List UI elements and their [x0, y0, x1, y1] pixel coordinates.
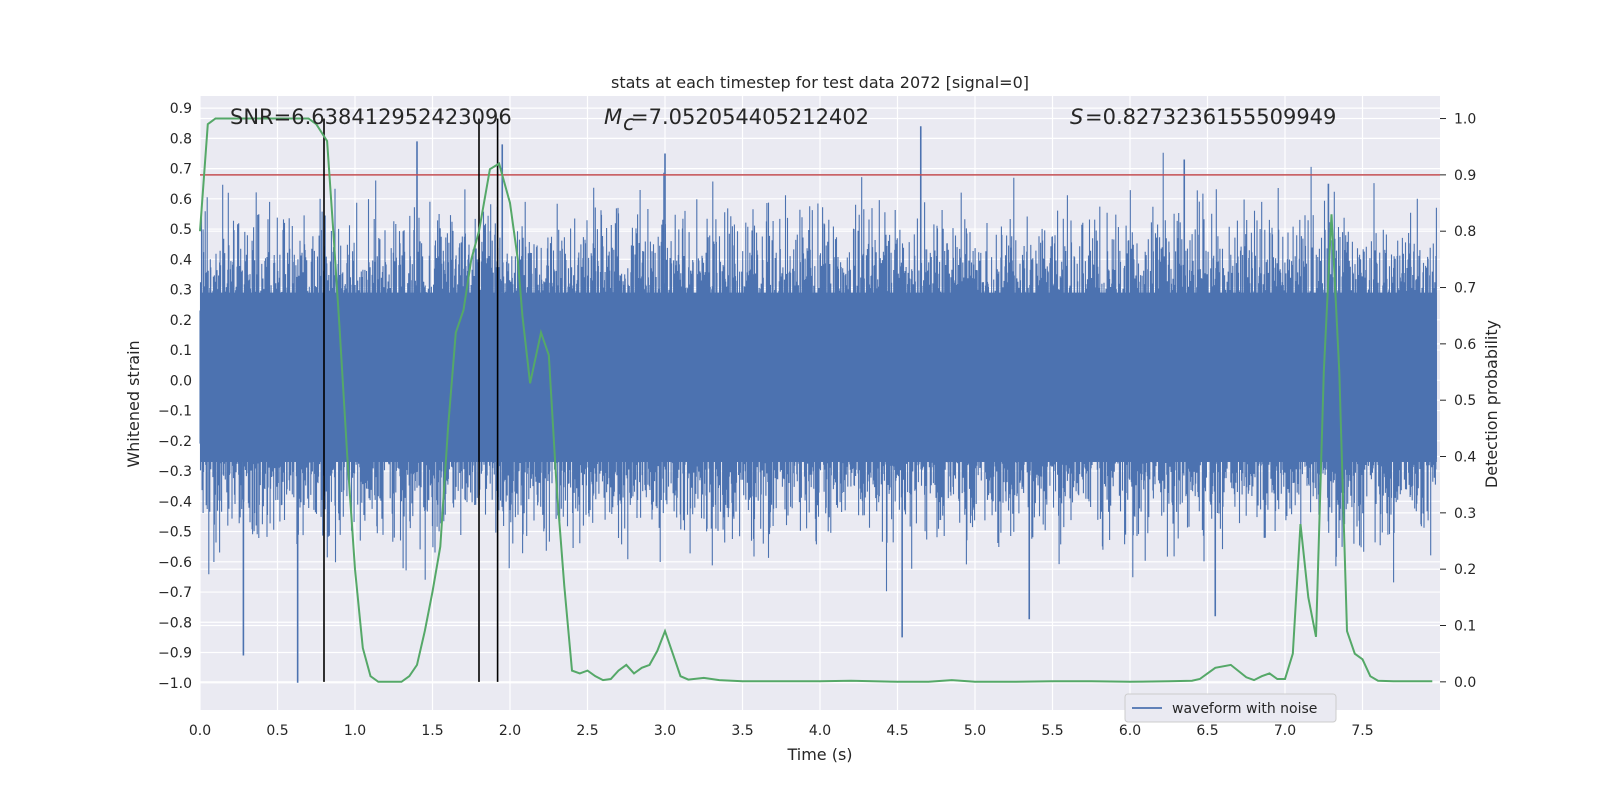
y2-tick-label: 0.2 — [1454, 562, 1476, 578]
s-annotation: S =0.8273236155509949 — [1070, 105, 1336, 129]
svg-text:S: S — [1070, 105, 1083, 129]
y-tick-label: −0.3 — [158, 464, 192, 480]
y-axis-label: Whitened strain — [124, 340, 143, 467]
y2-tick-label: 0.9 — [1454, 168, 1476, 184]
y-tick-label: 0.1 — [170, 343, 192, 359]
waveform-dense-band — [200, 292, 1437, 462]
y-tick-label: −0.5 — [158, 525, 192, 541]
y2-tick-label: 1.0 — [1454, 112, 1476, 128]
snr-annotation: SNR=6.638412952423096 — [230, 105, 512, 129]
y-tick-label: −0.1 — [158, 404, 192, 420]
x-tick-label: 1.0 — [344, 723, 366, 739]
legend: waveform with noise — [1124, 693, 1337, 723]
waveform-series — [199, 126, 1437, 683]
y-tick-label: −1.0 — [158, 676, 192, 692]
y2-tick-label: 0.3 — [1454, 506, 1476, 522]
y-tick-label: 0.7 — [170, 162, 192, 178]
svg-text:M: M — [604, 105, 622, 129]
x-tick-label: 2.0 — [499, 723, 521, 739]
y2-tick-label: 0.1 — [1454, 619, 1476, 635]
detection-probability-series — [199, 117, 1433, 683]
x-tick-label: 0.5 — [266, 723, 288, 739]
y-tick-label: 0.8 — [170, 131, 192, 147]
y-tick-label: −0.8 — [158, 615, 192, 631]
x-axis-label: Time (s) — [786, 745, 852, 764]
probability-line — [199, 117, 1433, 683]
svg-text:c: c — [623, 111, 635, 135]
y-tick-label: 0.2 — [170, 313, 192, 329]
vertical-markers — [323, 118, 499, 682]
y-tick-labels: 0.9 0.8 0.7 0.6 0.5 0.4 0.3 0.2 0.1 0.0 −0.1 −0.2 −0… — [158, 101, 192, 692]
y2-tick-label: 0.0 — [1454, 675, 1476, 691]
y2-tick-labels: 1.0 0.9 0.8 0.7 0.6 0.5 0.4 0.3 0.2 0.1 0.0 — [1440, 112, 1476, 691]
y2-axis-label: Detection probability — [1482, 320, 1501, 488]
y-tick-label: 0.0 — [170, 373, 192, 389]
y-tick-label: −0.4 — [158, 494, 192, 510]
x-tick-labels: 0.0 0.5 1.0 1.5 2.0 2.5 3.0 3.5 4.0 4.5 5.0 5.5 6.0 6… — [189, 723, 1374, 739]
legend-box — [1124, 693, 1337, 723]
y2-tick-label: 0.6 — [1454, 337, 1476, 353]
legend-label: waveform with noise — [1172, 701, 1317, 717]
x-tick-label: 6.0 — [1119, 723, 1141, 739]
chirp-mass-annotation: M c =7.052054405212402 — [604, 105, 869, 135]
x-tick-label: 3.0 — [654, 723, 676, 739]
y2-tick-label: 0.7 — [1454, 281, 1476, 297]
x-tick-label: 5.0 — [964, 723, 986, 739]
x-tick-label: 4.5 — [886, 723, 908, 739]
x-tick-label: 4.0 — [809, 723, 831, 739]
x-tick-label: 3.5 — [731, 723, 753, 739]
y-tick-label: 0.6 — [170, 192, 192, 208]
y-tick-label: 0.5 — [170, 222, 192, 238]
x-tick-label: 5.5 — [1041, 723, 1063, 739]
svg-text:=7.052054405212402: =7.052054405212402 — [631, 105, 869, 129]
y-tick-label: −0.6 — [158, 555, 192, 571]
y-tick-label: 0.3 — [170, 283, 192, 299]
x-tick-label: 0.0 — [189, 723, 211, 739]
x-tick-label: 7.0 — [1274, 723, 1296, 739]
x-tick-label: 7.5 — [1351, 723, 1373, 739]
y2-tick-label: 0.4 — [1454, 450, 1476, 466]
y-tick-label: −0.9 — [158, 646, 192, 662]
x-tick-label: 1.5 — [421, 723, 443, 739]
x-tick-label: 6.5 — [1196, 723, 1218, 739]
y-tick-label: 0.4 — [170, 252, 192, 268]
y2-tick-label: 0.5 — [1454, 393, 1476, 409]
y-tick-label: 0.9 — [170, 101, 192, 117]
x-tick-label: 2.5 — [576, 723, 598, 739]
y2-tick-label: 0.8 — [1454, 224, 1476, 240]
y-tick-label: −0.2 — [158, 434, 192, 450]
chart-title: stats at each timestep for test data 207… — [611, 73, 1029, 92]
svg-text:=0.8273236155509949: =0.8273236155509949 — [1085, 105, 1336, 129]
y-tick-label: −0.7 — [158, 585, 192, 601]
